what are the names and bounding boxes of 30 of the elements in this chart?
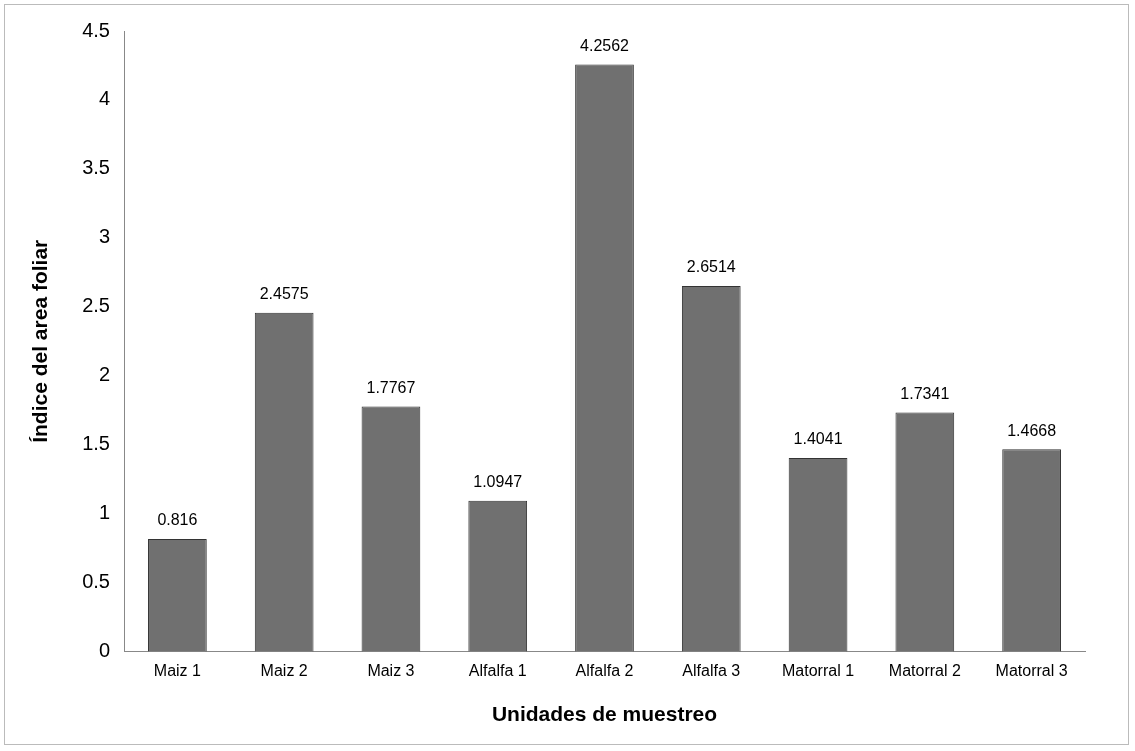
- y-tick-label: 0: [98, 639, 110, 662]
- data-label: 1.4041: [793, 430, 843, 448]
- y-tick-label: 0.5: [82, 570, 110, 593]
- x-tick-label: Matorral 2: [888, 661, 961, 679]
- y-tick-label: 1.5: [82, 432, 110, 455]
- y-tick-label: 3: [98, 225, 110, 248]
- y-axis-title: Índice del area foliar: [28, 239, 52, 443]
- y-tick-label: 2: [98, 363, 110, 386]
- x-tick-label: Matorral 3: [995, 661, 1068, 679]
- data-label: 1.7767: [366, 378, 416, 396]
- y-tick-label: 4.5: [82, 18, 110, 41]
- data-label: 1.4668: [1007, 421, 1057, 439]
- y-tick-label: 1: [98, 501, 110, 524]
- x-tick-label: Alfalfa 1: [468, 661, 527, 679]
- x-tick-label: Alfalfa 2: [575, 661, 634, 679]
- x-tick-label: Maiz 3: [367, 661, 415, 679]
- data-label: 4.2562: [580, 37, 630, 55]
- x-tick-label: Maiz 2: [260, 661, 308, 679]
- data-label: 2.6514: [686, 258, 736, 276]
- data-label: 1.0947: [473, 473, 523, 491]
- y-tick-label: 3.5: [82, 156, 110, 179]
- x-axis-title: Unidades de muestreo: [491, 702, 718, 726]
- data-label: 2.4575: [259, 285, 309, 303]
- y-tick-label: 4: [98, 87, 110, 110]
- data-label: 0.816: [157, 511, 198, 529]
- x-tick-label: Matorral 1: [782, 661, 855, 679]
- y-tick-label: 2.5: [82, 294, 110, 317]
- data-label: 1.7341: [900, 384, 950, 402]
- x-tick-label: Alfalfa 3: [682, 661, 741, 679]
- x-tick-label: Maiz 1: [153, 661, 202, 679]
